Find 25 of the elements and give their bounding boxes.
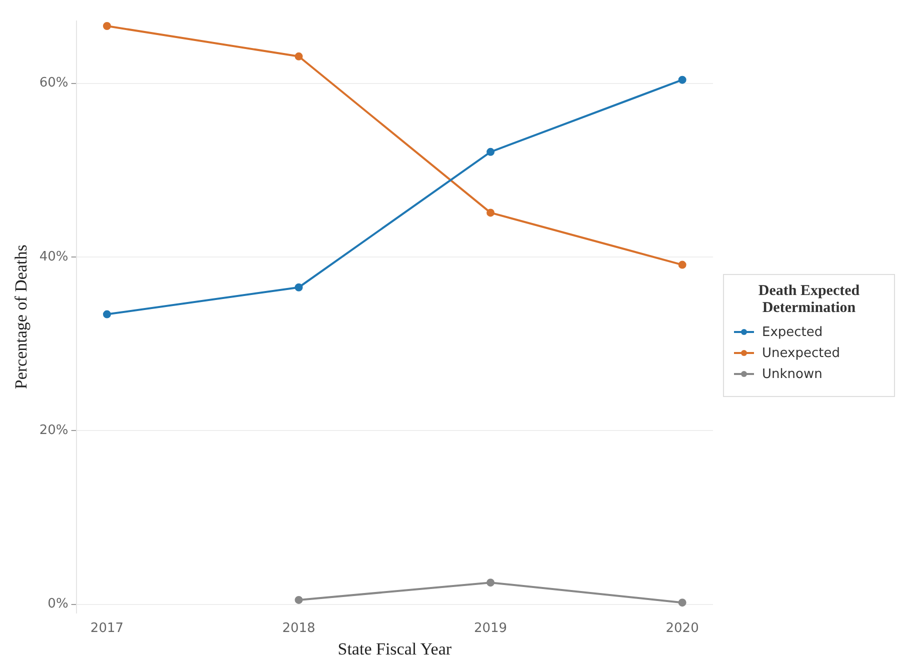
point xyxy=(102,310,111,318)
y-axis-title: Percentage of Deaths xyxy=(12,244,31,390)
point xyxy=(486,208,495,217)
legend-label: Unknown xyxy=(762,366,822,382)
y-tick-label: 0% xyxy=(48,596,68,612)
legend-label: Expected xyxy=(762,324,823,340)
y-tick-label: 60% xyxy=(39,76,68,91)
point xyxy=(294,52,303,60)
point xyxy=(294,596,303,604)
x-tick-label: 2018 xyxy=(282,621,316,636)
point xyxy=(678,260,686,269)
point xyxy=(678,76,686,84)
x-tick-label: 2020 xyxy=(666,621,699,636)
x-axis-title: State Fiscal Year xyxy=(338,639,452,658)
y-tick-label: 20% xyxy=(39,423,68,438)
point xyxy=(486,148,495,156)
point xyxy=(294,283,303,292)
x-tick-label: 2017 xyxy=(90,621,124,636)
legend-title: Death Expected Determination xyxy=(757,282,861,316)
point xyxy=(486,578,495,587)
x-tick-label: 2019 xyxy=(474,621,508,636)
y-tick-label: 40% xyxy=(39,249,68,264)
point xyxy=(678,598,686,607)
point xyxy=(102,22,111,30)
legend-label: Unexpected xyxy=(762,346,840,360)
